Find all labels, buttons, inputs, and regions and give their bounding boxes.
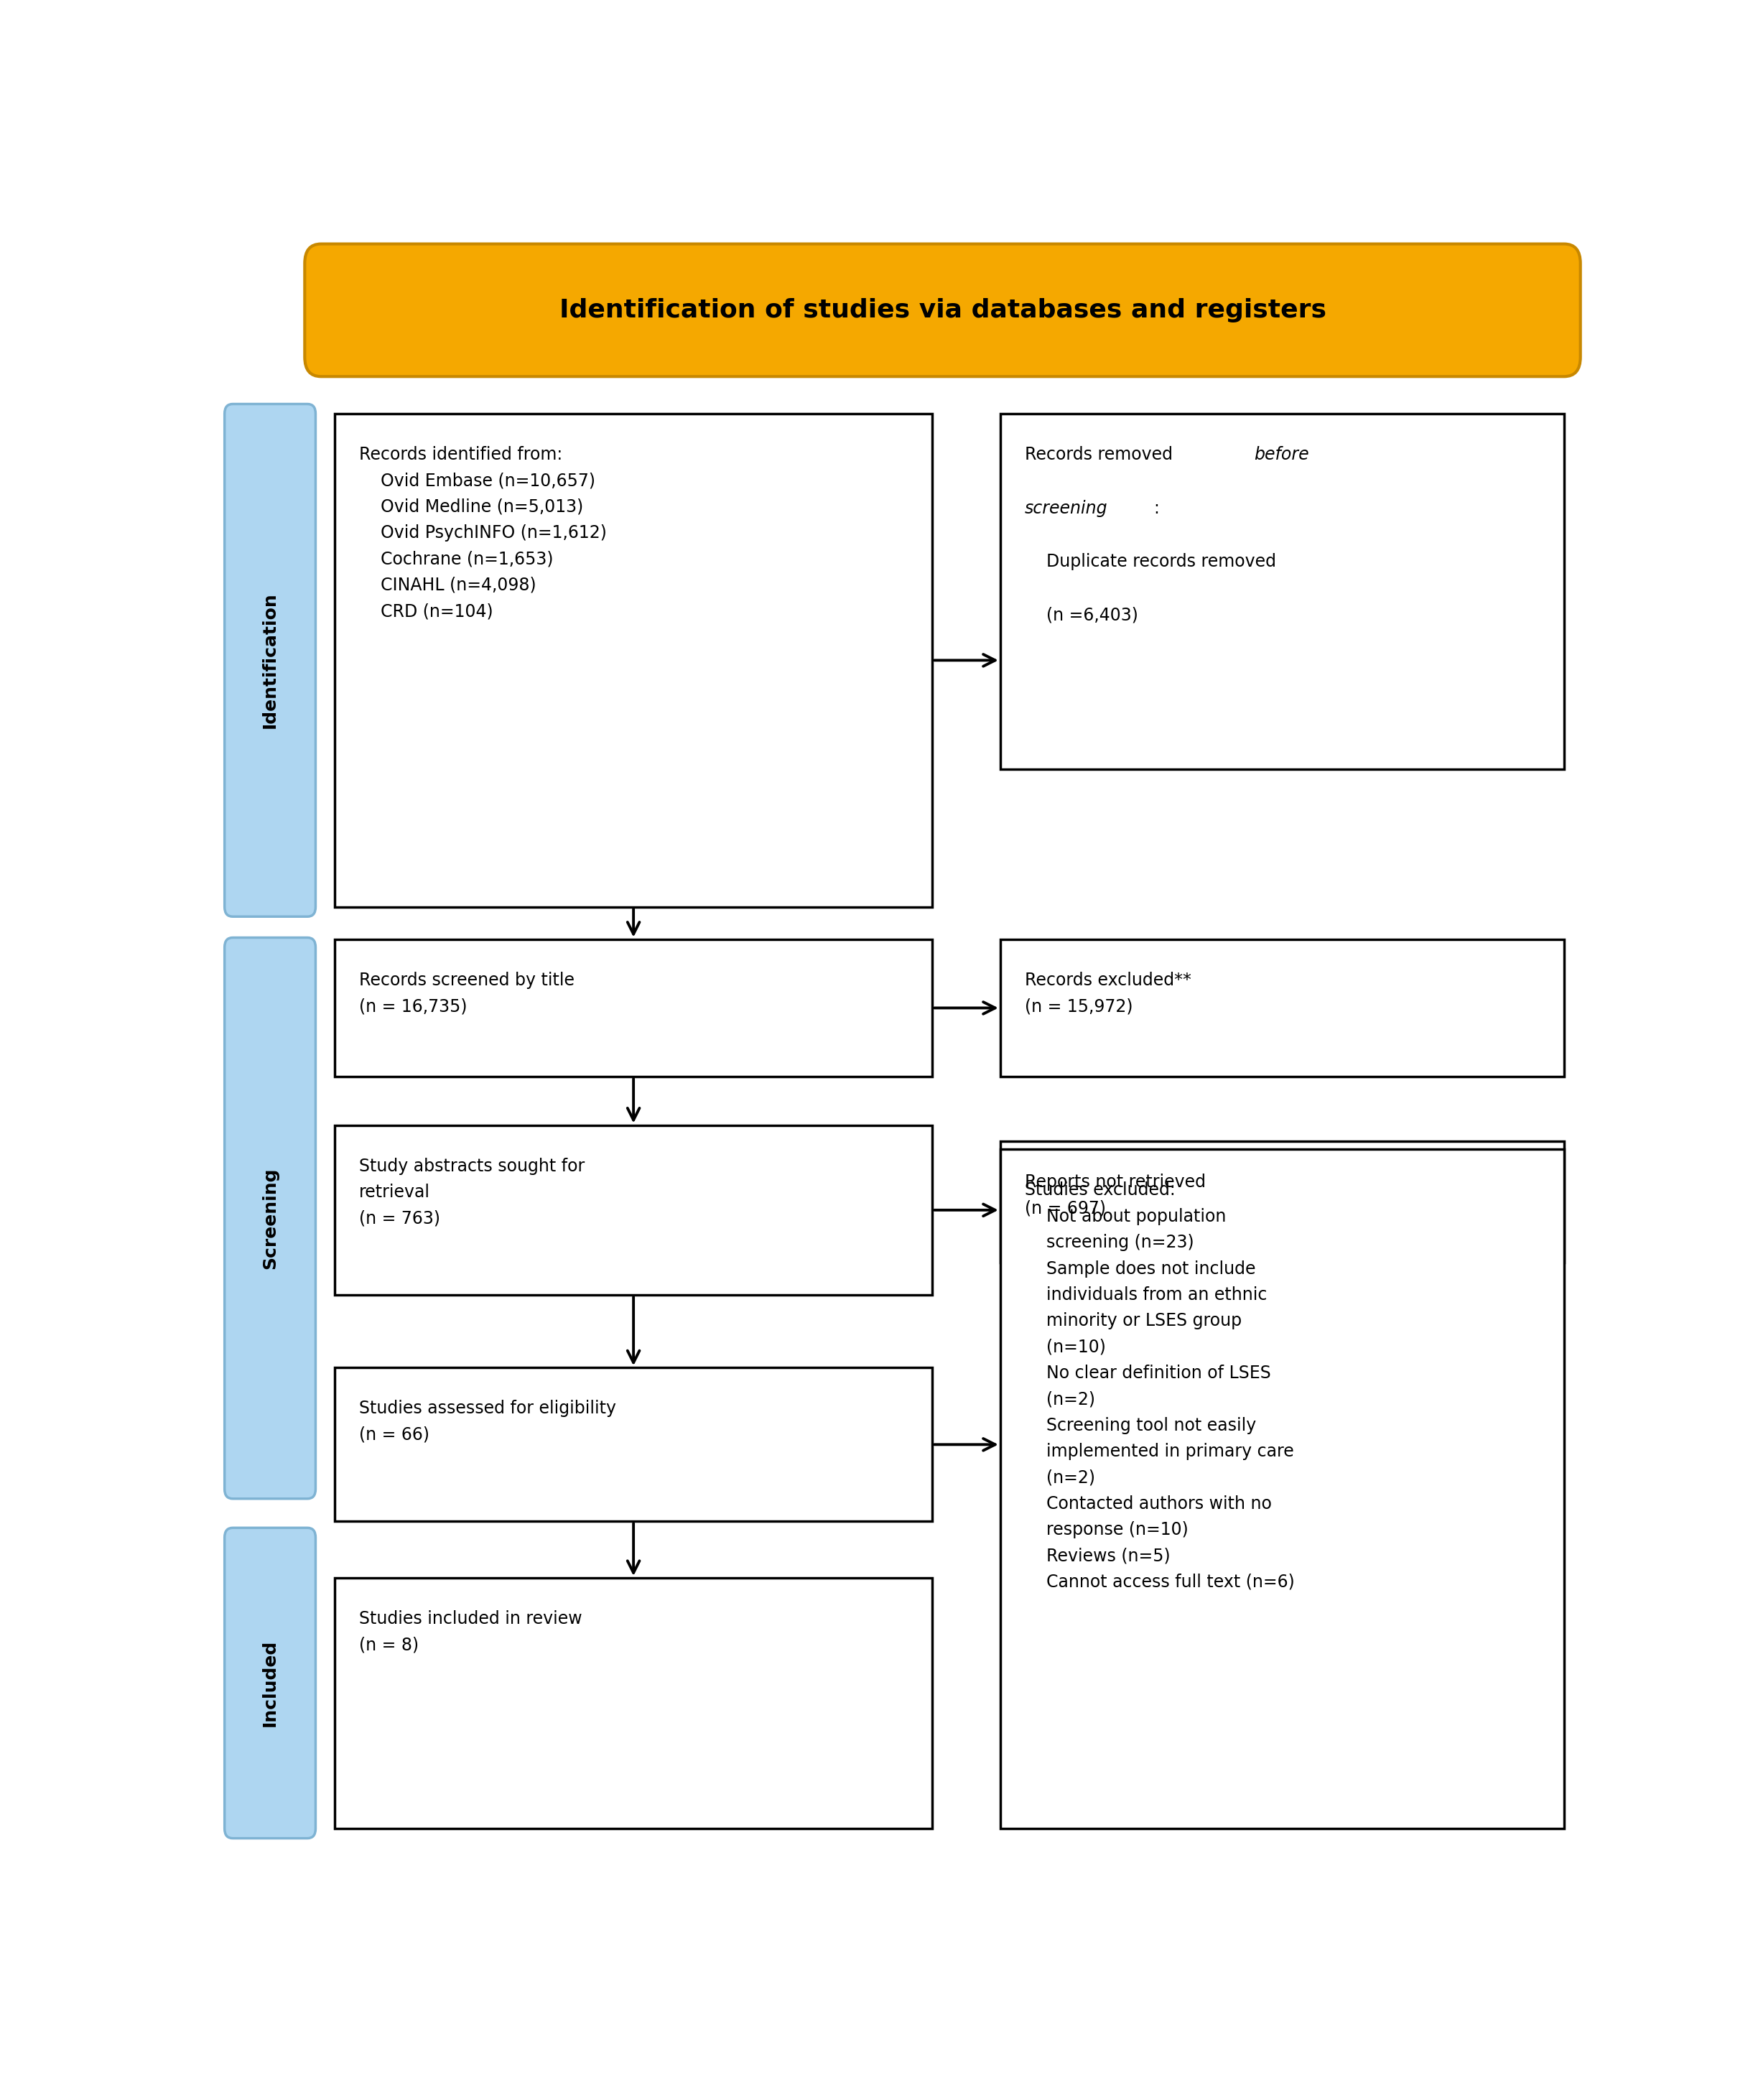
Text: Studies excluded:
    Not about population
    screening (n=23)
    Sample does : Studies excluded: Not about population s…: [1026, 1182, 1295, 1590]
Bar: [1001, 414, 1564, 769]
Bar: [335, 1367, 933, 1520]
Bar: [335, 939, 933, 1077]
Text: Records excluded**
(n = 15,972): Records excluded** (n = 15,972): [1026, 972, 1192, 1014]
Text: Identification: Identification: [261, 592, 279, 729]
FancyBboxPatch shape: [224, 403, 316, 916]
Text: Identification of studies via databases and registers: Identification of studies via databases …: [559, 298, 1327, 323]
Text: Records screened by title
(n = 16,735): Records screened by title (n = 16,735): [359, 972, 575, 1014]
Bar: [335, 414, 933, 907]
Text: Screening: Screening: [261, 1168, 279, 1268]
Bar: [1001, 1140, 1564, 1262]
Text: Study abstracts sought for
retrieval
(n = 763): Study abstracts sought for retrieval (n …: [359, 1157, 586, 1226]
FancyBboxPatch shape: [224, 937, 316, 1499]
Text: Records identified from:
    Ovid Embase (n=10,657)
    Ovid Medline (n=5,013)
 : Records identified from: Ovid Embase (n=…: [359, 445, 607, 620]
Text: Records removed: Records removed: [1026, 445, 1178, 464]
Text: Reports not retrieved
(n = 697): Reports not retrieved (n = 697): [1026, 1174, 1206, 1218]
Text: :: :: [1153, 500, 1159, 517]
Bar: [335, 1577, 933, 1829]
Text: Studies assessed for eligibility
(n = 66): Studies assessed for eligibility (n = 66…: [359, 1401, 615, 1443]
Text: (n =6,403): (n =6,403): [1026, 607, 1138, 624]
Bar: [335, 1126, 933, 1296]
Text: Duplicate records removed: Duplicate records removed: [1026, 552, 1276, 571]
Bar: [1001, 1149, 1564, 1829]
Bar: [1001, 939, 1564, 1077]
Text: Included: Included: [261, 1640, 279, 1726]
Text: screening: screening: [1026, 500, 1108, 517]
Text: Studies included in review
(n = 8): Studies included in review (n = 8): [359, 1611, 582, 1653]
FancyBboxPatch shape: [224, 1529, 316, 1838]
Text: before: before: [1253, 445, 1309, 464]
FancyBboxPatch shape: [305, 244, 1581, 376]
